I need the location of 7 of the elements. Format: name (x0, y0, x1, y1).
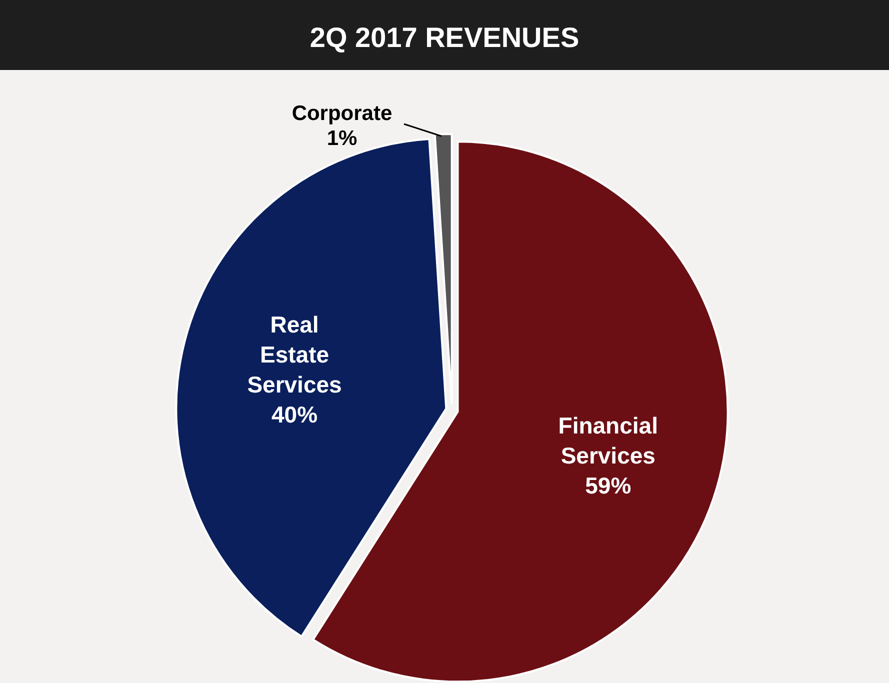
slice-label: Real Estate Services (247, 312, 342, 398)
chart-title: 2Q 2017 REVENUES (310, 22, 580, 53)
data-label: 59% (585, 472, 632, 498)
data-label: 40% (271, 402, 318, 428)
slice-label: Corporate (292, 102, 392, 125)
slice-label: Financial Services (558, 412, 658, 468)
data-label: 1% (326, 127, 358, 150)
